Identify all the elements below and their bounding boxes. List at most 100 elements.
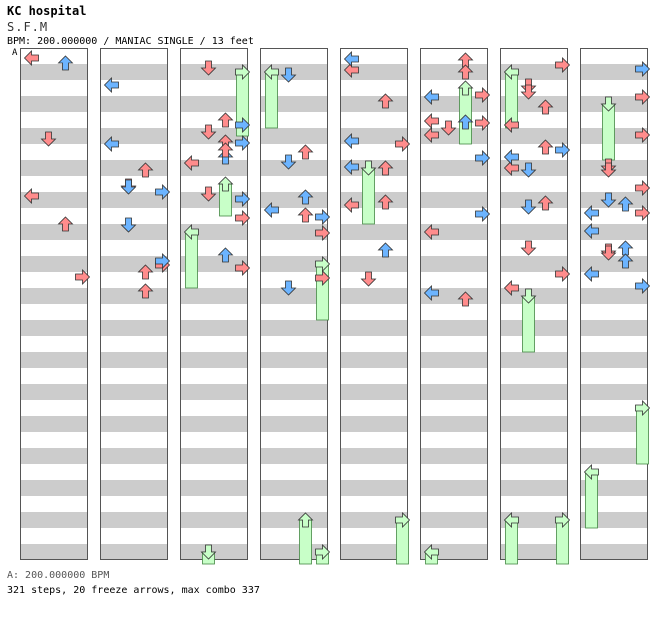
measure-stripe bbox=[420, 224, 488, 240]
measure-stripe bbox=[180, 448, 248, 464]
measure-stripe bbox=[180, 288, 248, 304]
measure-stripe bbox=[420, 192, 488, 208]
freeze-arrow-head bbox=[423, 544, 439, 560]
measure-stripe bbox=[100, 480, 168, 496]
step-arrow bbox=[280, 154, 297, 170]
step-arrow bbox=[537, 195, 554, 211]
freeze-arrow-head bbox=[503, 64, 519, 80]
step-arrow bbox=[155, 184, 171, 200]
step-arrow bbox=[343, 51, 359, 67]
measure-stripe bbox=[100, 192, 168, 208]
step-arrow bbox=[503, 280, 519, 296]
measure-stripe bbox=[420, 352, 488, 368]
measure-stripe bbox=[420, 64, 488, 80]
freeze-arrow-body bbox=[585, 471, 598, 529]
freeze-arrow-head bbox=[217, 176, 234, 192]
step-arrow bbox=[200, 186, 217, 202]
measure-stripe bbox=[20, 256, 88, 272]
freeze-arrow-head bbox=[315, 544, 331, 560]
measure-stripe bbox=[100, 512, 168, 528]
measure-stripe bbox=[500, 384, 568, 400]
measure-stripe bbox=[260, 224, 328, 240]
bpm-marker-label: A bbox=[12, 48, 18, 58]
measure-stripe bbox=[500, 128, 568, 144]
step-arrow bbox=[423, 113, 439, 129]
measure-stripe bbox=[20, 320, 88, 336]
measure-stripe bbox=[420, 416, 488, 432]
step-arrow bbox=[583, 223, 599, 239]
step-arrow bbox=[600, 162, 617, 178]
step-arrow bbox=[475, 87, 491, 103]
step-arrow bbox=[103, 77, 119, 93]
measure-stripe bbox=[340, 320, 408, 336]
measure-stripe bbox=[260, 448, 328, 464]
step-arrow bbox=[600, 245, 617, 261]
measure-stripe bbox=[260, 352, 328, 368]
step-arrow bbox=[555, 266, 571, 282]
step-arrow bbox=[217, 112, 234, 128]
measure-stripe bbox=[20, 480, 88, 496]
measure-stripe bbox=[260, 128, 328, 144]
freeze-arrow-head bbox=[297, 512, 314, 528]
step-arrow bbox=[183, 155, 199, 171]
measure-stripe bbox=[100, 288, 168, 304]
measure-stripe bbox=[340, 416, 408, 432]
step-arrow bbox=[217, 142, 234, 158]
step-arrow bbox=[475, 115, 491, 131]
measure-stripe bbox=[20, 544, 88, 560]
measure-stripe bbox=[100, 384, 168, 400]
step-arrow bbox=[343, 159, 359, 175]
footer-stats: 321 steps, 20 freeze arrows, max combo 3… bbox=[7, 585, 260, 596]
measure-stripe bbox=[20, 224, 88, 240]
measure-stripe bbox=[180, 416, 248, 432]
step-arrow bbox=[617, 196, 634, 212]
step-arrow bbox=[280, 67, 297, 83]
step-arrow bbox=[475, 150, 491, 166]
measure-stripe bbox=[20, 384, 88, 400]
footer-bpm: A: 200.000000 BPM bbox=[7, 570, 110, 581]
chart-column-frame bbox=[100, 48, 168, 560]
step-arrow bbox=[520, 84, 537, 100]
step-arrow bbox=[297, 189, 314, 205]
step-arrow bbox=[537, 99, 554, 115]
step-arrow bbox=[137, 264, 154, 280]
measure-stripe bbox=[580, 352, 648, 368]
measure-stripe bbox=[260, 160, 328, 176]
step-arrow bbox=[103, 136, 119, 152]
measure-stripe bbox=[500, 480, 568, 496]
measure-stripe bbox=[100, 224, 168, 240]
chart-column-frame bbox=[20, 48, 88, 560]
step-arrow bbox=[297, 207, 314, 223]
measure-stripe bbox=[340, 448, 408, 464]
chart-column-frame bbox=[340, 48, 408, 560]
freeze-arrow-head bbox=[200, 544, 217, 560]
step-arrow bbox=[263, 202, 279, 218]
step-arrow bbox=[395, 136, 411, 152]
freeze-arrow-head bbox=[457, 80, 474, 96]
measure-stripe bbox=[260, 384, 328, 400]
freeze-arrow-body bbox=[522, 295, 535, 353]
step-arrow bbox=[440, 120, 457, 136]
step-arrow bbox=[343, 133, 359, 149]
measure-stripe bbox=[20, 288, 88, 304]
step-arrow bbox=[520, 199, 537, 215]
measure-stripe bbox=[100, 320, 168, 336]
measure-stripe bbox=[340, 96, 408, 112]
step-arrow bbox=[377, 242, 394, 258]
step-arrow bbox=[635, 89, 651, 105]
freeze-arrow-head bbox=[360, 160, 377, 176]
measure-stripe bbox=[100, 352, 168, 368]
measure-stripe bbox=[340, 352, 408, 368]
measure-stripe bbox=[20, 96, 88, 112]
measure-stripe bbox=[20, 512, 88, 528]
measure-stripe bbox=[580, 416, 648, 432]
measure-stripe bbox=[420, 512, 488, 528]
step-arrow bbox=[23, 50, 39, 66]
step-arrow bbox=[297, 144, 314, 160]
measure-stripe bbox=[580, 544, 648, 560]
measure-stripe bbox=[20, 352, 88, 368]
freeze-arrow-head bbox=[635, 400, 651, 416]
chart-column-frame bbox=[420, 48, 488, 560]
measure-stripe bbox=[260, 512, 328, 528]
